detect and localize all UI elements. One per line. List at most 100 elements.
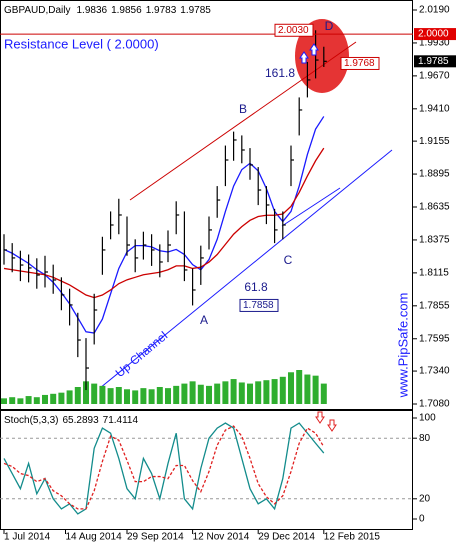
y-tick-label: 2.0190 — [419, 5, 450, 16]
volume-bar — [304, 374, 311, 404]
arrow-up-icon — [299, 51, 309, 64]
stoch-tick-label: 0 — [419, 514, 425, 525]
y-tick-label: 1.9670 — [419, 71, 450, 82]
volume-bar — [132, 390, 139, 404]
volume-bar — [255, 381, 262, 404]
y-tick-label: 1.9155 — [419, 136, 450, 147]
wave-label: D — [325, 19, 334, 33]
y-tick-label: 1.7595 — [419, 333, 450, 344]
wave-label: C — [284, 253, 293, 267]
y-tick-label: 1.8375 — [419, 235, 450, 246]
volume-bar — [238, 382, 245, 404]
stoch-tick-label: 100 — [419, 413, 436, 424]
price-label: 2.0030 — [278, 25, 309, 36]
highlight-ellipse — [295, 19, 349, 93]
volume-bar — [279, 376, 286, 404]
volume-bar — [107, 388, 114, 404]
volume-bar — [173, 385, 180, 404]
volume-bar — [230, 379, 237, 404]
channel-lower — [99, 149, 393, 389]
moving-average — [3, 147, 325, 299]
x-tick-label: 14 Aug 2014 — [66, 532, 123, 543]
arrow-up-icon — [309, 43, 319, 56]
quote-high: 1.9856 — [111, 5, 142, 16]
stoch-signal-last: 71.4114 — [103, 415, 139, 426]
volume-bar — [263, 380, 270, 404]
x-tick-label: 12 Feb 2015 — [324, 532, 381, 543]
resistance-label: Resistance Level ( 2.0000) — [4, 36, 159, 51]
volume-bar — [222, 381, 229, 404]
stoch-pane — [0, 410, 413, 530]
resistance-value: 2.0000 — [418, 29, 449, 40]
channel-label: Up Channel — [113, 329, 171, 380]
volume-bar — [156, 387, 163, 404]
volume-bar — [33, 397, 40, 404]
volume-bar — [312, 375, 319, 404]
volume-bar — [214, 383, 221, 404]
volume-bar — [148, 389, 155, 404]
y-tick-label: 1.8635 — [419, 202, 450, 213]
y-tick-label: 1.9410 — [419, 103, 450, 114]
volume-bar — [83, 381, 89, 404]
volume-bar — [91, 383, 98, 404]
stoch-signal — [3, 425, 325, 510]
current-box — [414, 55, 456, 68]
volume-bar — [288, 372, 294, 404]
y-tick-label: 1.7340 — [419, 366, 450, 377]
stoch-tick-label: 80 — [419, 433, 431, 444]
volume-bar — [296, 370, 303, 404]
price-label: 1.9768 — [344, 58, 375, 69]
wave-label: B — [239, 102, 247, 116]
volume-bar — [50, 393, 57, 404]
volume-bar — [9, 397, 16, 404]
volume-bar — [189, 381, 196, 404]
arrow-down-icon — [315, 411, 325, 424]
y-tick-label: 1.7855 — [419, 300, 450, 311]
volume-bar — [271, 379, 278, 404]
volume-bar — [197, 384, 204, 404]
volume-bar — [140, 388, 147, 404]
fib-label: 61.8 — [244, 280, 268, 294]
current-value: 1.9785 — [418, 56, 449, 67]
y-tick-label: 1.8895 — [419, 169, 450, 180]
volume-bar — [66, 390, 73, 404]
price-label-box — [340, 56, 380, 70]
chart-header: GBPAUD,Daily 1.9836 1.9856 1.9783 1.9785 — [4, 5, 211, 16]
stoch-header: Stoch(5,3,3) 65.2893 71.4114 — [4, 415, 138, 426]
x-tick-label: 12 Nov 2014 — [193, 532, 250, 543]
y-tick-label: 1.9930 — [419, 38, 450, 49]
wave-label: A — [200, 313, 208, 327]
price-pane — [0, 0, 413, 410]
volume-bar — [206, 385, 212, 404]
arrow-down-icon — [327, 419, 337, 432]
plot-layer — [0, 30, 413, 515]
volume-bar — [25, 396, 32, 404]
quote-close: 1.9785 — [180, 5, 211, 16]
price-label-box — [239, 298, 279, 312]
y-tick-label: 1.7080 — [419, 399, 450, 410]
resistance-box — [414, 28, 456, 41]
volume-bar — [181, 383, 188, 404]
x-tick-label: 1 Jul 2014 — [4, 532, 51, 543]
volume-bar — [320, 383, 327, 404]
volume-bar — [115, 387, 122, 404]
channel-upper — [129, 41, 357, 201]
volume-bar — [247, 383, 253, 404]
quote-low: 1.9783 — [146, 5, 177, 16]
moving-average — [3, 116, 325, 334]
channel-inner — [281, 187, 341, 227]
watermark: www.PipSafe.com — [395, 293, 410, 399]
y-tick-label: 1.8115 — [419, 268, 449, 279]
x-tick-label: 29 Sep 2014 — [127, 532, 184, 543]
stoch-name: Stoch(5,3,3) — [4, 415, 58, 426]
fib-label: 161.8 — [265, 66, 295, 80]
quote-open: 1.9836 — [77, 5, 108, 16]
price-label: 1.7858 — [243, 300, 274, 311]
volume-bar — [17, 398, 24, 404]
stoch-main — [3, 422, 325, 515]
volume-bar — [58, 392, 65, 404]
volume-bar — [165, 388, 171, 404]
price-label-box — [274, 23, 314, 37]
volume-bar — [42, 394, 48, 404]
